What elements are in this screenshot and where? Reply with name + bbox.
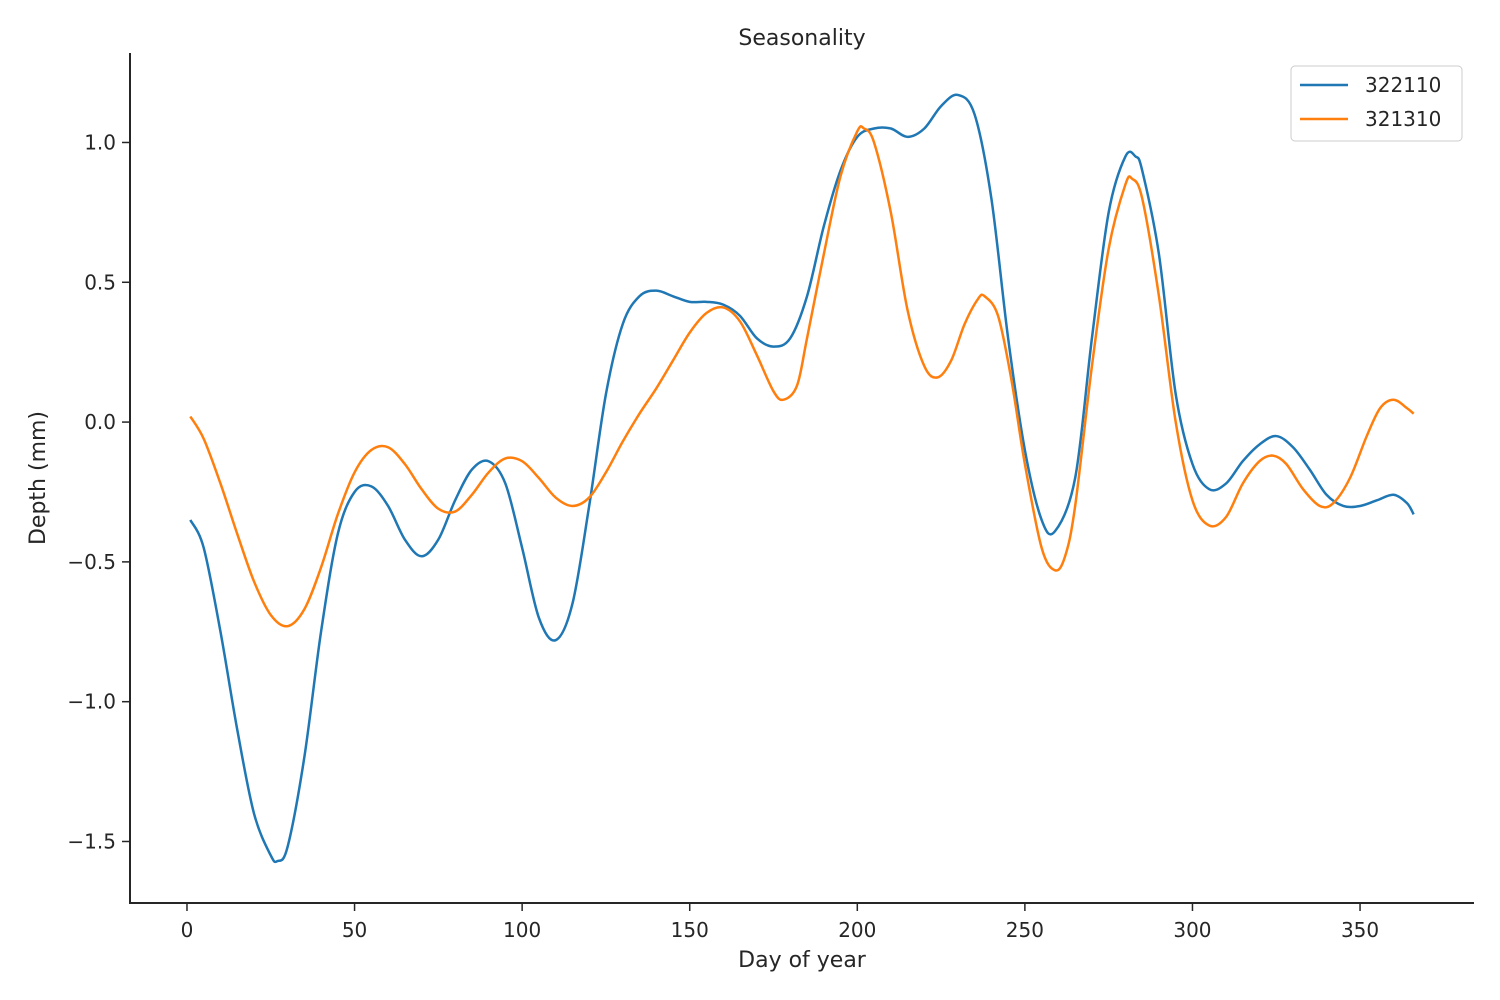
- x-tick-label: 100: [503, 918, 541, 942]
- legend-label-321310: 321310: [1365, 107, 1441, 131]
- y-axis-label: Depth (mm): [26, 411, 51, 545]
- x-tick-label: 250: [1006, 918, 1044, 942]
- series-line-322110: [189, 93, 1415, 864]
- x-tick-label: 200: [838, 918, 876, 942]
- x-tick-label: 150: [671, 918, 709, 942]
- chart-title: Seasonality: [738, 26, 865, 51]
- y-tick-label: −1.0: [67, 690, 116, 714]
- x-tick-label: 50: [342, 918, 367, 942]
- y-tick-label: 0.5: [84, 270, 116, 294]
- plot-area: [189, 93, 1415, 864]
- legend-label-322110: 322110: [1365, 73, 1441, 97]
- y-tick-label: 0.0: [84, 410, 116, 434]
- x-tick-label: 300: [1173, 918, 1211, 942]
- y-tick-label: −1.5: [67, 829, 116, 853]
- y-ticks: −1.5 −1.0 −0.5 0.0 0.5 1.0: [67, 130, 130, 853]
- x-axis-label: Day of year: [738, 948, 867, 973]
- x-tick-label: 350: [1341, 918, 1379, 942]
- x-ticks: 0 50 100 150 200 250 300 350: [181, 903, 1379, 942]
- series-line-321310: [189, 124, 1415, 628]
- x-tick-label: 0: [181, 918, 194, 942]
- legend: 322110 321310: [1290, 65, 1463, 142]
- y-tick-label: 1.0: [84, 130, 116, 154]
- y-tick-label: −0.5: [67, 550, 116, 574]
